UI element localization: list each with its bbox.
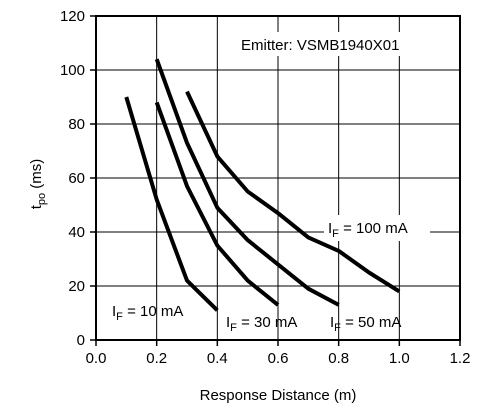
- grid: [96, 16, 460, 340]
- series-label-if-100ma: IF = 100 mA: [328, 220, 408, 240]
- x-tick-label: 0.0: [86, 350, 107, 367]
- x-tick-label: 0.4: [207, 350, 228, 367]
- series-label-if-50ma: IF = 50 mA: [330, 314, 401, 334]
- y-axis-title-main: t: [28, 204, 45, 209]
- x-tick-label: 0.6: [268, 350, 289, 367]
- y-tick-label: 100: [60, 62, 85, 79]
- y-tick-label: 0: [77, 332, 85, 349]
- y-tick-label: 20: [68, 278, 85, 295]
- annotation-background: [233, 32, 455, 56]
- x-tick-label: 0.2: [146, 350, 167, 367]
- x-tick-label: 1.0: [389, 350, 410, 367]
- y-tick-label: 40: [68, 224, 85, 241]
- x-axis-title: Response Distance (m): [200, 387, 357, 404]
- series-line-if-30ma: [154, 101, 280, 307]
- y-tick-label: 60: [68, 170, 85, 187]
- series-line-if-10ma: [124, 96, 219, 312]
- y-tick-label: 120: [60, 8, 85, 25]
- series-label-if-10ma: IF = 10 mA: [112, 303, 183, 323]
- y-axis-title: tpo (ms): [28, 159, 48, 210]
- series-group: [124, 58, 401, 312]
- y-axis-title-unit: (ms): [28, 159, 45, 193]
- series-label-if-30ma: IF = 30 mA: [226, 314, 297, 334]
- series-label-if-100ma-background: [324, 215, 430, 241]
- y-tick-label: 80: [68, 116, 85, 133]
- series-line-if-50ma: [154, 58, 340, 307]
- series-line-if-100ma: [185, 90, 401, 294]
- tick-labels: 0.0 0.2 0.4 0.6 0.8 1.0 1.2 0 20 40 60 80 100 120: [60, 8, 470, 367]
- emitter-annotation: Emitter: VSMB1940X01: [241, 37, 399, 54]
- tick-marks: [90, 15, 461, 346]
- x-tick-label: 1.2: [450, 350, 471, 367]
- x-tick-label: 0.8: [328, 350, 349, 367]
- y-axis-title-sub: po: [36, 193, 48, 205]
